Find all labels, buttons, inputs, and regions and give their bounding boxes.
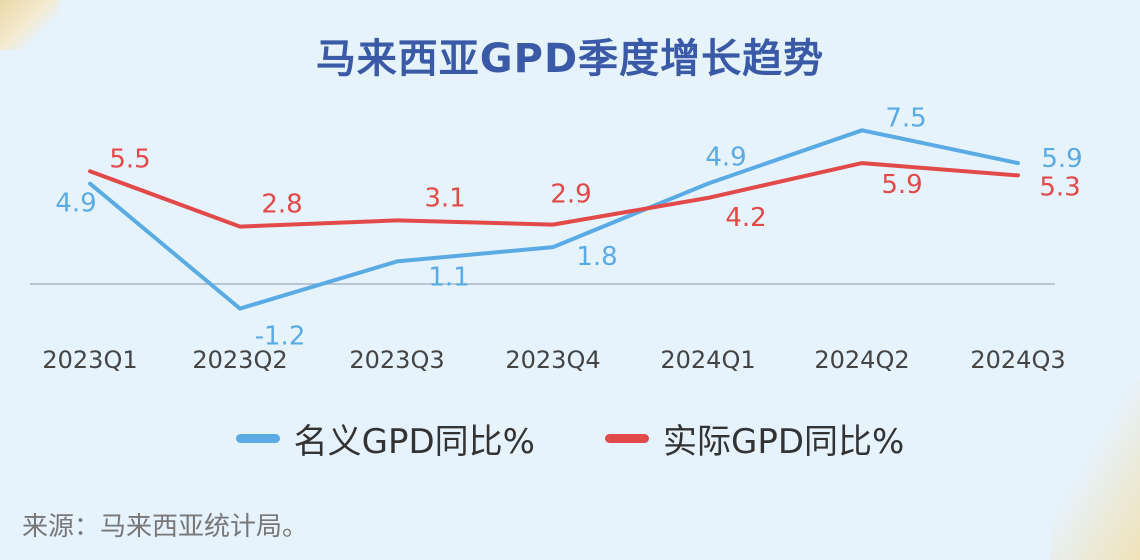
x-tick-label: 2024Q2: [814, 346, 909, 374]
series-line-0: [88, 128, 1020, 311]
series-line-1: [88, 161, 1020, 229]
data-label: 4.9: [55, 189, 96, 219]
source-note: 来源：马来西亚统计局。: [22, 512, 309, 542]
data-label: 1.1: [428, 262, 469, 292]
x-tick-label: 2024Q1: [660, 346, 755, 374]
legend: 名义GPD同比% 实际GPD同比%: [0, 414, 1140, 463]
data-label: 3.1: [424, 183, 465, 213]
legend-label-nominal: 名义GPD同比%: [293, 422, 535, 462]
legend-label-real: 实际GPD同比%: [663, 422, 905, 462]
data-label: 4.2: [725, 203, 766, 233]
data-label: 5.9: [881, 170, 922, 200]
data-label: 1.8: [576, 242, 617, 272]
legend-swatch-nominal: [235, 434, 280, 443]
legend-item-nominal[interactable]: 名义GPD同比%: [235, 414, 535, 463]
corner-decoration-right: [1050, 380, 1140, 560]
legend-item-real[interactable]: 实际GPD同比%: [605, 414, 904, 463]
data-label: -1.2: [255, 322, 306, 352]
data-label: 2.8: [261, 190, 302, 220]
x-tick-label: 2023Q1: [42, 346, 137, 374]
legend-swatch-real: [605, 434, 649, 443]
x-tick-label: 2023Q4: [505, 346, 600, 374]
data-label: 7.5: [885, 103, 926, 133]
data-label: 5.3: [1039, 172, 1080, 202]
line-chart: 2023Q1 2023Q2 2023Q3 2023Q4 2024Q1 2024Q2 2024…: [30, 103, 1083, 374]
x-tick-label: 2024Q3: [970, 346, 1065, 374]
data-label: 5.5: [109, 144, 150, 174]
chart-title: 马来西亚GPD季度增长趋势: [315, 36, 825, 82]
x-tick-label: 2023Q3: [349, 346, 444, 374]
data-label: 2.9: [550, 180, 591, 210]
corner-decoration: [0, 0, 60, 50]
data-label: 4.9: [705, 143, 746, 173]
x-tick-label: 2023Q2: [192, 346, 287, 374]
data-label: 5.9: [1041, 144, 1082, 174]
